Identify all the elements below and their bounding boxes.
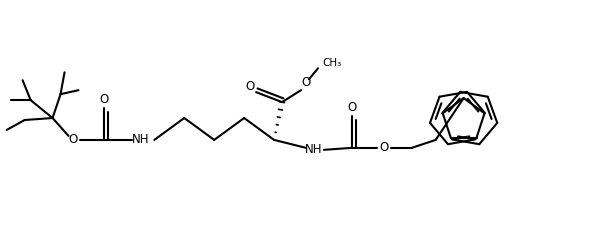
Text: O: O — [100, 93, 109, 106]
Text: O: O — [301, 76, 311, 89]
Text: CH₃: CH₃ — [322, 58, 341, 68]
Text: O: O — [379, 141, 388, 154]
Text: NH: NH — [305, 143, 323, 156]
Text: O: O — [347, 101, 356, 113]
Text: O: O — [245, 80, 255, 93]
Text: O: O — [68, 133, 77, 146]
Text: NH: NH — [132, 133, 149, 146]
